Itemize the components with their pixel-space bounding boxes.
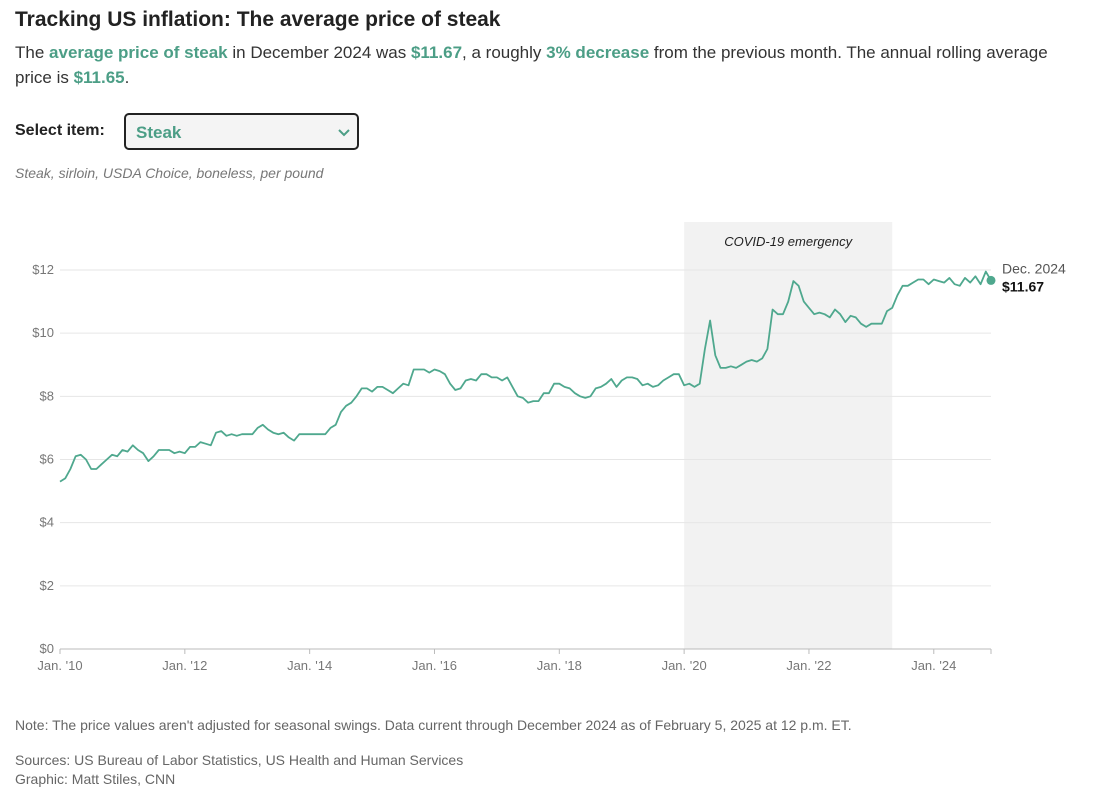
subtitle-text: .	[124, 68, 130, 87]
x-tick-label: Jan. '12	[162, 658, 207, 673]
covid-shade	[684, 222, 893, 649]
x-tick-label: Jan. '24	[911, 658, 956, 673]
y-tick-label: $12	[32, 262, 54, 277]
y-tick-label: $10	[32, 325, 54, 340]
subtitle-text: The	[15, 43, 50, 62]
x-tick-label: Jan. '16	[412, 658, 457, 673]
title: Tracking US inflation: The average price…	[15, 8, 501, 31]
subtitle-text: from the previous month. The annual roll…	[15, 43, 1048, 87]
y-tick-label: $4	[40, 515, 54, 530]
credit: Graphic: Matt Stiles, CNN	[15, 771, 176, 787]
end-date-label: Dec. 2024	[1002, 260, 1066, 276]
units-note: Steak, sirloin, USDA Choice, boneless, p…	[15, 165, 324, 181]
sources: Sources: US Bureau of Labor Statistics, …	[15, 752, 464, 768]
end-value-label: $11.67	[1002, 278, 1044, 294]
y-tick-label: $2	[40, 578, 54, 593]
select-value[interactable]: Steak	[136, 123, 182, 142]
note: Note: The price values aren't adjusted f…	[15, 717, 852, 733]
shade-label: COVID-19 emergency	[724, 234, 853, 249]
y-tick-label: $6	[40, 452, 54, 467]
x-tick-label: Jan. '22	[786, 658, 831, 673]
chevron[interactable]	[337, 126, 351, 140]
chart: COVID-19 emergency $0 $2 $4 $6 $8 $10 $12 Jan. '…	[32, 222, 1066, 673]
subtitle-highlight: $11.65	[73, 68, 125, 87]
select-label: Select item:	[15, 122, 105, 139]
y-tick-label: $0	[40, 641, 54, 656]
subtitle-text: , a roughly	[462, 43, 547, 62]
subtitle-highlight: $11.67	[410, 43, 463, 62]
y-tick-label: $8	[40, 388, 54, 403]
price-line	[59, 270, 992, 483]
x-tick-label: Jan. '10	[37, 658, 82, 673]
x-tick-label: Jan. '18	[537, 658, 582, 673]
subtitle-highlight: average price of steak	[49, 43, 228, 62]
subtitle-text: in December 2024 was	[227, 43, 411, 62]
subtitle: The average price of steak in December 2…	[15, 40, 1075, 90]
item-select[interactable]: Steak	[124, 113, 359, 150]
subtitle-highlight: 3% decrease	[546, 43, 650, 62]
end-point	[986, 275, 996, 285]
x-tick-label: Jan. '20	[662, 658, 707, 673]
x-tick-label: Jan. '14	[287, 658, 332, 673]
